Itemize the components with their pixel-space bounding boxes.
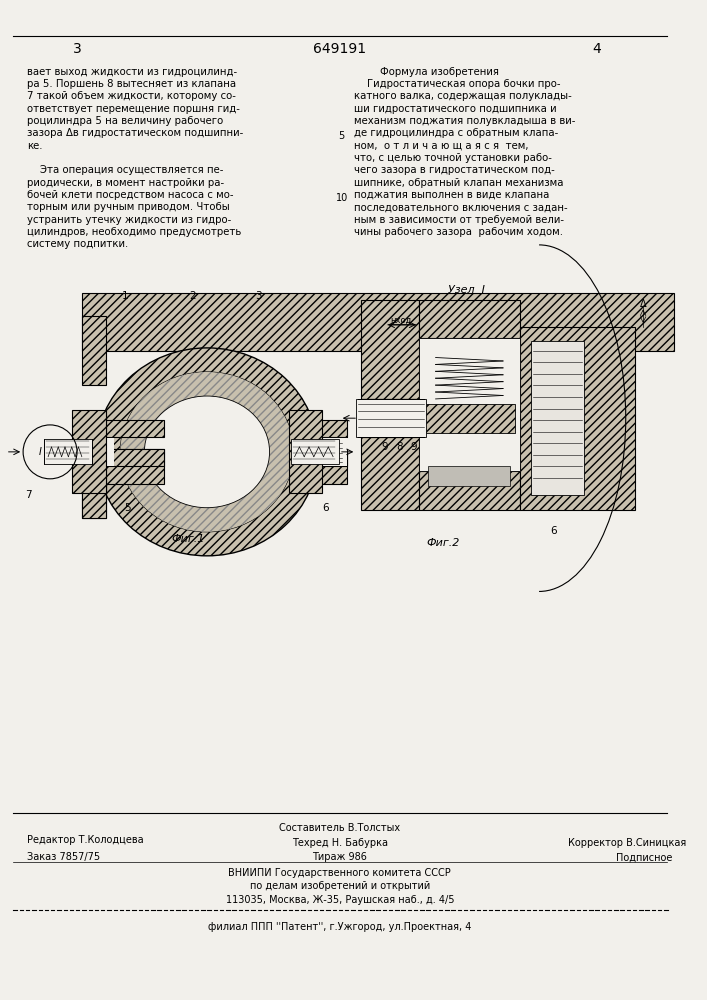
Text: 2: 2 [189, 291, 196, 301]
Ellipse shape [96, 348, 317, 556]
Bar [106, 449, 163, 466]
Text: ши гидростатического подшипника и: ши гидростатического подшипника и [354, 104, 557, 114]
Ellipse shape [120, 372, 293, 532]
Text: ке.: ке. [27, 141, 42, 151]
Bar [300, 449, 346, 484]
Text: устранить утечку жидкости из гидро-: устранить утечку жидкости из гидро- [27, 215, 231, 225]
Text: риодически, в момент настройки ра-: риодически, в момент настройки ра- [27, 178, 224, 188]
Text: Подписное: Подписное [616, 852, 672, 862]
Text: чины рабочего зазора  рабочим ходом.: чины рабочего зазора рабочим ходом. [354, 227, 563, 237]
Text: 9: 9 [382, 442, 388, 452]
Text: Корректор В.Синицкая: Корректор В.Синицкая [568, 838, 686, 848]
Text: 9: 9 [411, 442, 417, 452]
Bar [106, 420, 163, 437]
Text: цилиндров, необходимо предусмотреть: цилиндров, необходимо предусмотреть [27, 227, 241, 237]
Text: поджатия выполнен в виде клапана: поджатия выполнен в виде клапана [354, 190, 549, 200]
Text: 113035, Москва, Ж-35, Раушская наб., д. 4/5: 113035, Москва, Ж-35, Раушская наб., д. … [226, 895, 454, 905]
Text: Гидростатическая опора бочки про-: Гидростатическая опора бочки про- [354, 79, 561, 89]
Text: механизм поджатия полувкладыша в ви-: механизм поджатия полувкладыша в ви- [354, 116, 575, 126]
Bar [361, 399, 419, 437]
Bar [82, 449, 106, 518]
Bar [288, 410, 322, 493]
Text: 10: 10 [336, 193, 348, 203]
Text: филиал ППП ''Патент'', г.Ужгород, ул.Проектная, 4: филиал ППП ''Патент'', г.Ужгород, ул.Про… [208, 922, 472, 932]
Text: Формула изобретения: Формула изобретения [354, 67, 499, 77]
Text: Δ: Δ [640, 299, 646, 309]
Bar [361, 300, 419, 399]
Bar [428, 466, 510, 486]
Text: Техред Н. Бабурка: Техред Н. Бабурка [292, 838, 388, 848]
Ellipse shape [144, 396, 269, 508]
Text: ным в зависимости от требуемой вели-: ным в зависимости от требуемой вели- [354, 215, 564, 225]
Text: роцилиндра 5 на величину рабочего: роцилиндра 5 на величину рабочего [27, 116, 223, 126]
Text: Редактор Т.Колодцева: Редактор Т.Колодцева [27, 835, 144, 845]
Bar [300, 420, 346, 437]
Bar [361, 410, 419, 510]
Bar [45, 439, 93, 464]
Text: 3: 3 [255, 291, 262, 301]
Text: ра 5. Поршень 8 вытесняет из клапана: ра 5. Поршень 8 вытесняет из клапана [27, 79, 236, 89]
Text: Заказ 7857/75: Заказ 7857/75 [27, 852, 100, 862]
Text: 7 такой объем жидкости, которому со-: 7 такой объем жидкости, которому со- [27, 91, 236, 101]
Bar [423, 404, 515, 433]
Text: 4: 4 [252, 505, 259, 515]
Text: Эта операция осуществляется пе-: Эта операция осуществляется пе- [27, 165, 223, 175]
Bar [82, 316, 106, 385]
Text: 3: 3 [73, 42, 81, 56]
Text: 5: 5 [339, 131, 345, 141]
Bar [356, 399, 426, 437]
Bar [532, 341, 585, 495]
Text: 1: 1 [122, 291, 129, 301]
Text: 6: 6 [550, 526, 557, 536]
Bar [419, 300, 520, 338]
Text: по делам изобретений и открытий: по делам изобретений и открытий [250, 881, 430, 891]
Bar [419, 338, 520, 471]
Text: де гидроцилиндра с обратным клапа-: де гидроцилиндра с обратным клапа- [354, 128, 559, 138]
Text: Δ: Δ [179, 512, 185, 522]
Text: бочей клети посредством насоса с мо-: бочей клети посредством насоса с мо- [27, 190, 233, 200]
Bar [82, 293, 674, 351]
Text: вает выход жидкости из гидроцилинд-: вает выход жидкости из гидроцилинд- [27, 67, 237, 77]
Text: нход: нход [390, 315, 411, 324]
Bar [82, 414, 106, 518]
Text: I: I [39, 447, 42, 457]
Text: ответствует перемещение поршня гид-: ответствует перемещение поршня гид- [27, 104, 240, 114]
Text: чего зазора в гидростатическом под-: чего зазора в гидростатическом под- [354, 165, 555, 175]
Text: ном,  о т л и ч а ю щ а я с я  тем,: ном, о т л и ч а ю щ а я с я тем, [354, 141, 529, 151]
Text: ВНИИПИ Государственного комитета СССР: ВНИИПИ Государственного комитета СССР [228, 868, 451, 878]
Text: Составитель В.Толстых: Составитель В.Толстых [279, 823, 400, 833]
Text: 7: 7 [25, 490, 33, 500]
Bar [300, 449, 346, 466]
Text: 8: 8 [396, 442, 403, 452]
Text: систему подпитки.: систему подпитки. [27, 239, 128, 249]
Text: 5: 5 [124, 503, 130, 513]
Text: Тираж 986: Тираж 986 [312, 852, 367, 862]
Text: зазора Δв гидростатическом подшипни-: зазора Δв гидростатическом подшипни- [27, 128, 243, 138]
Text: Фиг.2: Фиг.2 [426, 538, 460, 548]
Bar [106, 437, 114, 466]
Text: последовательного включения с задан-: последовательного включения с задан- [354, 202, 568, 212]
Text: 6: 6 [322, 503, 329, 513]
Bar [72, 410, 106, 493]
Bar [419, 471, 520, 510]
Text: Узел  I: Узел I [448, 285, 484, 295]
Bar [106, 449, 163, 484]
Text: 4: 4 [592, 42, 601, 56]
Text: катного валка, содержащая полуклады-: катного валка, содержащая полуклады- [354, 91, 572, 101]
Bar [361, 399, 419, 437]
Bar [520, 327, 636, 510]
Text: торным или ручным приводом. Чтобы: торным или ручным приводом. Чтобы [27, 202, 230, 212]
Text: Фиг.1: Фиг.1 [171, 534, 204, 544]
Text: 649191: 649191 [313, 42, 366, 56]
Bar [300, 437, 346, 466]
Text: что, с целью точной установки рабо-: что, с целью точной установки рабо- [354, 153, 552, 163]
Text: шипнике, обратный клапан механизма: шипнике, обратный клапан механизма [354, 178, 563, 188]
Bar [291, 439, 339, 464]
Ellipse shape [120, 372, 293, 532]
